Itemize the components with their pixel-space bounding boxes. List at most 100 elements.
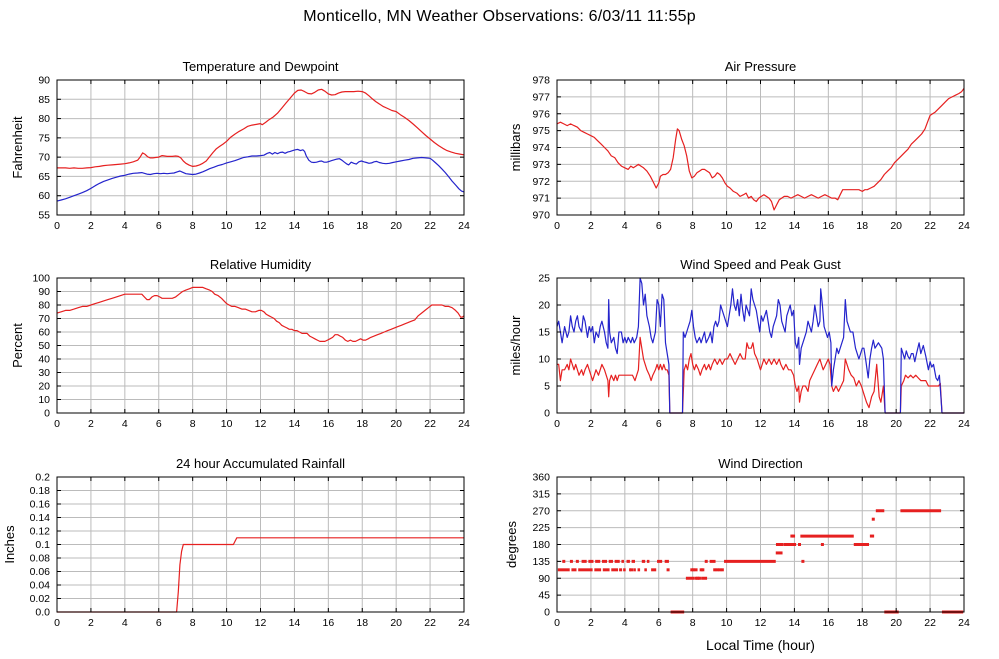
direction-dot	[690, 568, 694, 572]
humidity-series	[56, 286, 465, 342]
x-tick-label: 10	[721, 220, 733, 232]
y-tick-label: 60	[38, 190, 50, 202]
direction-dot	[692, 568, 696, 572]
x-tick-label: 4	[122, 418, 128, 430]
x-tick-label: 14	[289, 418, 301, 430]
y-tick-label: 976	[532, 108, 550, 120]
direction-dot	[630, 568, 634, 572]
x-tick-label: 6	[156, 418, 162, 430]
x-tick-label: 24	[458, 617, 470, 629]
x-tick-label: 12	[755, 617, 767, 629]
y-tick-label: 0.1	[35, 539, 50, 551]
x-tick-label: 24	[958, 220, 970, 232]
y-tick-label: 70	[38, 313, 50, 325]
y-tick-label: 90	[38, 75, 50, 87]
chart-title: Wind Direction	[718, 456, 803, 471]
direction-dot	[792, 534, 796, 538]
direction-dot	[777, 543, 781, 546]
y-tick-label: 0.0	[35, 607, 50, 619]
x-tick-label: 0	[554, 220, 560, 232]
y-tick-label: 45	[538, 590, 550, 602]
x-tick-label: 0	[54, 418, 60, 430]
y-tick-label: 70	[38, 152, 50, 164]
rainfall-series	[57, 537, 464, 613]
direction-dot	[801, 559, 805, 563]
wind-speed-series	[557, 336, 964, 414]
x-tick-label: 12	[755, 220, 767, 232]
chart-title: 24 hour Accumulated Rainfall	[176, 456, 345, 471]
x-tick-label: 24	[458, 220, 470, 232]
direction-dot	[780, 543, 784, 546]
x-tick-label: 22	[424, 220, 436, 232]
x-tick-label: 2	[88, 418, 94, 430]
chart-wind-direction: 0 2 4 6 8 10 12 14 16 18 20 22 240459013518022527031…	[504, 456, 970, 653]
chart-air-pressure: 0 2 4 6 8 10 12 14 16 18 20 22 249709719729739749759…	[508, 59, 970, 232]
direction-dot	[718, 568, 722, 572]
x-tick-label: 18	[356, 617, 368, 629]
pressure-series	[556, 88, 965, 211]
y-axis-label: millibars	[508, 123, 523, 171]
y-tick-label: 972	[532, 176, 550, 188]
x-tick-label: 8	[190, 220, 196, 232]
direction-dot	[619, 568, 623, 572]
dewpoint-series	[56, 148, 465, 202]
y-tick-label: 0.12	[30, 526, 51, 538]
x-tick-label: 16	[322, 418, 334, 430]
y-tick-label: 65	[38, 171, 50, 183]
y-tick-label: 60	[38, 327, 50, 339]
x-tick-label: 18	[356, 418, 368, 430]
chart-title: Air Pressure	[725, 59, 797, 74]
direction-dot	[775, 543, 779, 546]
y-tick-label: 0.18	[30, 485, 51, 497]
y-tick-label: 970	[532, 210, 550, 222]
x-tick-label: 14	[789, 617, 801, 629]
x-tick-label: 8	[190, 617, 196, 629]
chart-accumulated-rainfall: 0 2 4 6 8 10 12 14 16 18 20 22 240.00.020.040.060.08…	[2, 456, 470, 629]
y-tick-label: 100	[32, 273, 50, 285]
x-tick-label: 2	[588, 220, 594, 232]
y-axis-label: miles/hour	[508, 315, 523, 376]
y-tick-label: 315	[532, 488, 550, 500]
direction-dot	[699, 568, 703, 572]
x-tick-label: 10	[221, 617, 233, 629]
y-tick-label: 85	[38, 94, 50, 106]
direction-dot	[696, 576, 700, 580]
x-tick-label: 2	[588, 418, 594, 430]
x-tick-label: 8	[690, 220, 696, 232]
direction-dot	[569, 559, 573, 563]
x-tick-label: 22	[424, 418, 436, 430]
x-tick-label: 18	[856, 617, 868, 629]
x-tick-label: 0	[54, 617, 60, 629]
y-tick-label: 10	[538, 354, 550, 366]
x-tick-label: 18	[856, 220, 868, 232]
y-tick-label: 973	[532, 159, 550, 171]
y-tick-label: 80	[38, 300, 50, 312]
x-tick-label: 0	[54, 220, 60, 232]
direction-dot	[720, 568, 724, 572]
x-tick-label: 0	[554, 418, 560, 430]
page-title: Monticello, MN Weather Observations: 6/0…	[303, 8, 696, 25]
y-tick-label: 25	[538, 273, 550, 285]
x-tick-label: 2	[88, 617, 94, 629]
y-tick-label: 0.08	[30, 553, 51, 565]
y-tick-label: 0	[44, 408, 50, 420]
x-tick-label: 22	[924, 220, 936, 232]
y-tick-label: 180	[532, 539, 550, 551]
x-tick-label: 6	[156, 220, 162, 232]
y-tick-label: 0.16	[30, 499, 51, 511]
x-tick-label: 4	[622, 418, 628, 430]
y-tick-label: 0	[544, 408, 550, 420]
direction-dot	[715, 568, 719, 572]
x-tick-label: 4	[622, 617, 628, 629]
x-tick-label: 20	[890, 220, 902, 232]
y-tick-label: 50	[38, 340, 50, 352]
chart-title: Relative Humidity	[210, 257, 312, 272]
peak-gust-series	[556, 277, 964, 414]
x-tick-label: 2	[588, 617, 594, 629]
direction-dot	[694, 576, 698, 580]
temperature-series	[57, 88, 465, 169]
y-tick-label: 0.14	[30, 512, 51, 524]
y-tick-label: 974	[532, 142, 550, 154]
